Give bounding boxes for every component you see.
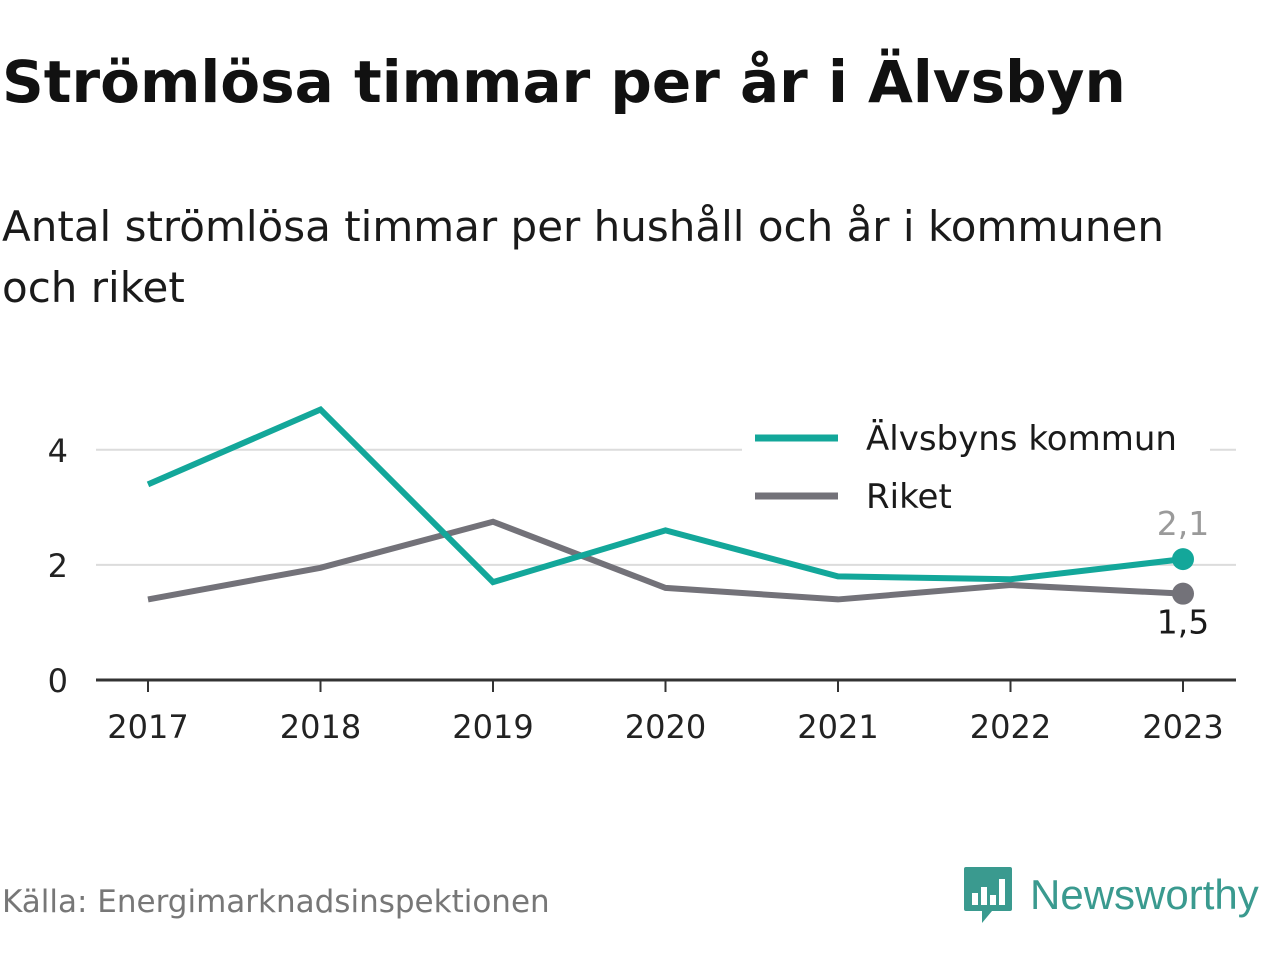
- axis-layer: 0 2 4 2017 2018 2019 2020 2021 2022 2023: [48, 432, 1236, 746]
- x-tick-label: 2023: [1142, 708, 1223, 746]
- data-label: 2,1: [1157, 504, 1209, 543]
- series-line: [146, 405, 1184, 586]
- series-line: [147, 518, 1184, 603]
- y-tick-label: 0: [48, 662, 68, 700]
- legend-entry: Älvsbyns kommun: [866, 419, 1177, 459]
- x-tick-label: 2021: [797, 708, 878, 746]
- label-layer: 2,1 1,5: [1157, 504, 1209, 642]
- y-tick-label: 4: [48, 432, 68, 470]
- series-layer: [146, 405, 1194, 605]
- chart-title: Strömlösa timmar per år i Älvsbyn: [2, 48, 1126, 116]
- data-label: 1,5: [1157, 603, 1209, 642]
- legend-background: [742, 410, 1210, 530]
- x-tick-label: 2020: [625, 708, 706, 746]
- x-tick-label: 2017: [107, 708, 188, 746]
- line-chart: 0 2 4 2017 2018 2019 2020 2021 2022 2023 Älvsbyns…: [48, 405, 1236, 746]
- legend-entry: Riket: [866, 477, 952, 517]
- legend-layer: Älvsbyns kommun Riket: [742, 410, 1210, 530]
- source-note: Källa: Energimarknadsinspektionen: [2, 884, 550, 920]
- end-point: [1172, 548, 1194, 571]
- brand[interactable]: Newsworthy: [962, 862, 1259, 928]
- x-tick-label: 2019: [452, 708, 533, 746]
- end-point: [1172, 582, 1194, 605]
- brand-name: Newsworthy: [1030, 871, 1259, 918]
- newsworthy-logo-icon: [964, 867, 1012, 923]
- x-tick-label: 2018: [280, 708, 361, 746]
- x-tick-label: 2022: [970, 708, 1051, 746]
- y-tick-label: 2: [48, 547, 68, 585]
- chart-subtitle: Antal strömlösa timmar per hushåll och å…: [2, 202, 1164, 312]
